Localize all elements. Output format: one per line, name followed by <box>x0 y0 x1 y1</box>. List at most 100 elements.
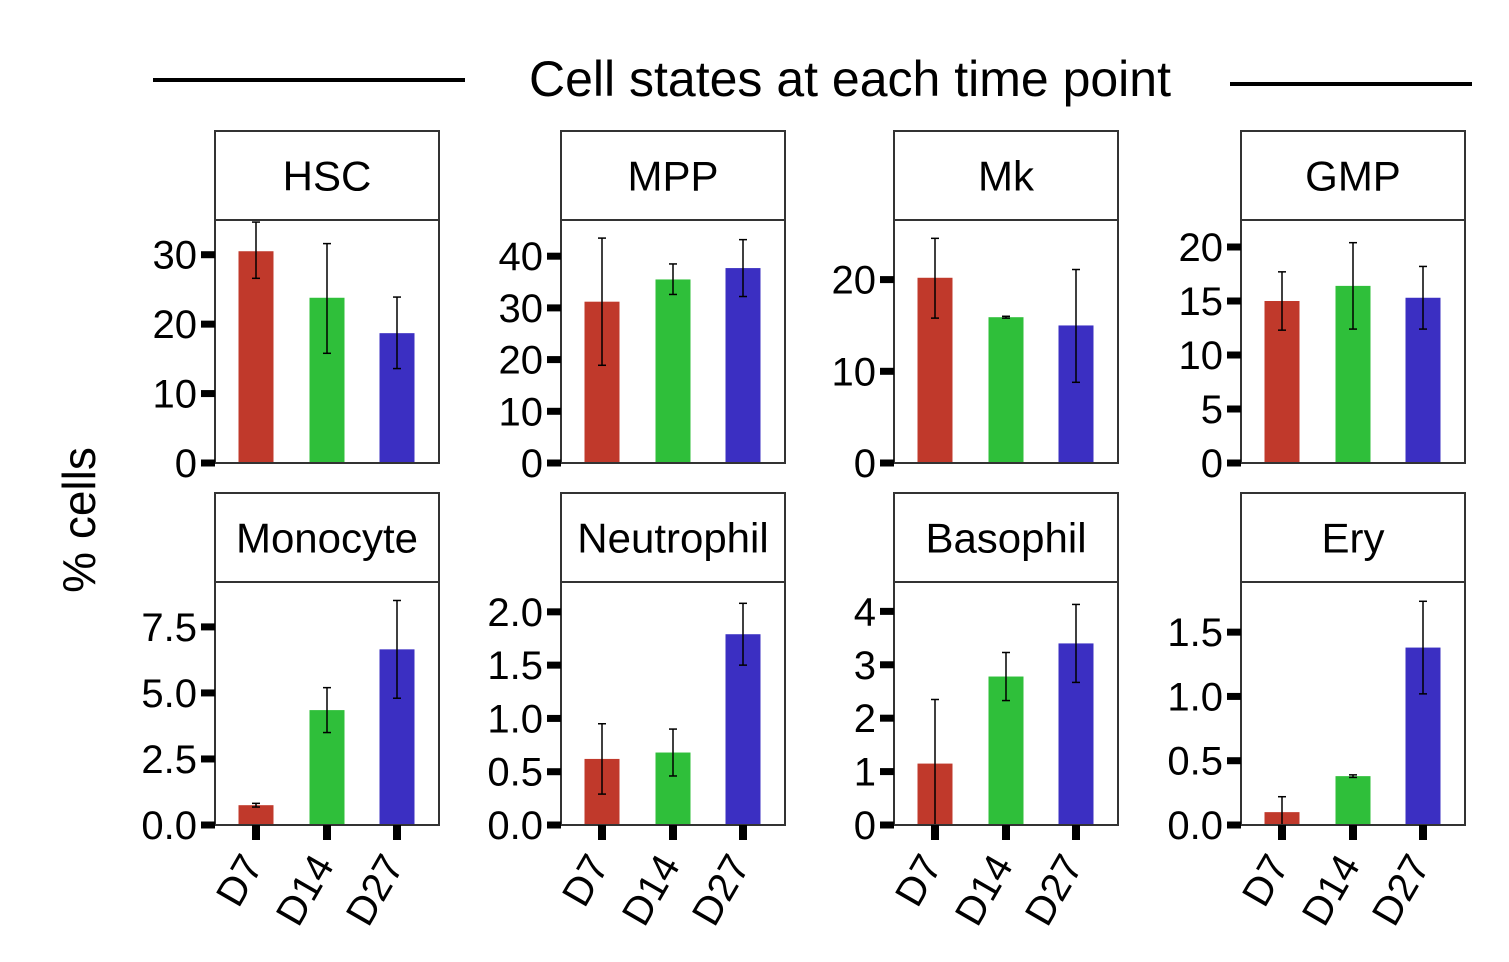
x-tick-monocyte-d7 <box>252 825 260 840</box>
panels: HSC0102030MPP010203040Mk01020GMP05101520… <box>141 130 1466 934</box>
panel-mk: Mk 0 10 20 <box>832 130 1119 486</box>
y-tick-label-mk-0: 0 <box>854 442 876 486</box>
y-tick-neutrophil-4 <box>547 608 561 616</box>
y-tick-label-neutrophil-0: 0.0 <box>487 804 543 848</box>
y-tick-monocyte-0 <box>201 821 215 829</box>
y-tick-gmp-3 <box>1227 297 1241 305</box>
strip-label-hsc: HSC <box>283 153 372 200</box>
x-tick-label-basophil-d14: D14 <box>947 848 1022 934</box>
strip-mpp <box>560 130 786 221</box>
y-tick-basophil-3 <box>880 661 894 669</box>
x-tick-label-monocyte-d14: D14 <box>268 848 343 934</box>
strip-label-ery: Ery <box>1322 515 1385 562</box>
errorbar-basophil-d27 <box>1072 603 1080 684</box>
y-tick-label-hsc-0: 0 <box>175 442 197 486</box>
errorbar-neutrophil-d14 <box>669 728 677 777</box>
y-tick-label-basophil-3: 3 <box>854 644 876 688</box>
x-tick-label-neutrophil-d14: D14 <box>614 848 689 934</box>
errorbar-basophil-d14 <box>1002 651 1010 702</box>
strip-label-basophil: Basophil <box>925 515 1086 562</box>
y-tick-label-basophil-1: 1 <box>854 751 876 795</box>
strip-ery <box>1240 492 1466 583</box>
errorbar-monocyte-d27 <box>393 599 401 699</box>
y-tick-ery-1 <box>1227 757 1241 765</box>
y-tick-neutrophil-0 <box>547 821 561 829</box>
errorbar-gmp-d7 <box>1278 271 1286 331</box>
panel-gmp: GMP 0 5 10 15 20 <box>1179 130 1466 486</box>
y-tick-label-basophil-0: 0 <box>854 804 876 848</box>
errorbar-mk-d7 <box>931 237 939 319</box>
x-tick-basophil-d7 <box>931 825 939 840</box>
chart-title-group: Cell states at each time point <box>153 51 1472 107</box>
x-tick-neutrophil-d14 <box>669 825 677 840</box>
y-tick-hsc-0 <box>201 459 215 467</box>
x-tick-label-basophil-d27: D27 <box>1017 848 1092 934</box>
y-tick-label-neutrophil-1: 0.5 <box>487 751 543 795</box>
y-tick-gmp-1 <box>1227 405 1241 413</box>
y-tick-gmp-2 <box>1227 351 1241 359</box>
x-tick-ery-d14 <box>1349 825 1357 840</box>
strip-label-gmp: GMP <box>1305 153 1401 200</box>
strip-label-mpp: MPP <box>627 153 718 200</box>
y-tick-label-mk-1: 10 <box>832 350 877 394</box>
y-tick-label-gmp-1: 5 <box>1201 388 1223 432</box>
errorbar-hsc-d14 <box>323 242 331 355</box>
y-tick-label-ery-3: 1.5 <box>1167 611 1223 655</box>
strip-hsc <box>214 130 440 221</box>
x-tick-label-ery-d27: D27 <box>1364 848 1439 934</box>
y-tick-label-basophil-2: 2 <box>854 697 876 741</box>
y-tick-monocyte-2 <box>201 689 215 697</box>
x-tick-monocyte-d14 <box>323 825 331 840</box>
y-tick-label-monocyte-3: 7.5 <box>141 606 197 650</box>
y-tick-label-mpp-3: 30 <box>499 287 544 331</box>
x-tick-ery-d7 <box>1278 825 1286 840</box>
panel-mpp: MPP 0 10 20 30 40 <box>499 130 786 486</box>
y-tick-label-neutrophil-4: 2.0 <box>487 591 543 635</box>
strip-label-neutrophil: Neutrophil <box>577 515 768 562</box>
y-tick-label-gmp-2: 10 <box>1179 334 1224 378</box>
strip-label-mk: Mk <box>978 153 1035 200</box>
bar-mpp-d14 <box>655 279 691 463</box>
strip-basophil <box>893 492 1119 583</box>
chart-title: Cell states at each time point <box>529 51 1171 107</box>
y-axis-label: % cells <box>53 447 105 593</box>
y-tick-mk-2 <box>880 276 894 284</box>
errorbar-gmp-d14 <box>1349 241 1357 330</box>
y-tick-label-mpp-0: 0 <box>521 442 543 486</box>
errorbar-mk-d27 <box>1072 268 1080 384</box>
x-tick-label-ery-d14: D14 <box>1294 848 1369 934</box>
y-tick-basophil-2 <box>880 714 894 722</box>
y-tick-basophil-0 <box>880 821 894 829</box>
plot-area-mk <box>893 219 1119 464</box>
x-tick-basophil-d14 <box>1002 825 1010 840</box>
x-tick-label-neutrophil-d7: D7 <box>554 848 618 914</box>
y-tick-label-gmp-4: 20 <box>1179 226 1224 270</box>
y-tick-label-hsc-1: 10 <box>153 373 198 417</box>
y-tick-label-neutrophil-2: 1.0 <box>487 697 543 741</box>
errorbar-hsc-d27 <box>393 296 401 370</box>
panel-hsc: HSC 0 10 20 30 <box>153 130 440 486</box>
strip-mk <box>893 130 1119 221</box>
y-tick-label-monocyte-1: 2.5 <box>141 738 197 782</box>
y-tick-mk-1 <box>880 367 894 375</box>
y-tick-mpp-4 <box>547 252 561 260</box>
y-tick-mpp-0 <box>547 459 561 467</box>
x-tick-neutrophil-d27 <box>739 825 747 840</box>
y-tick-label-hsc-2: 20 <box>153 303 198 347</box>
x-tick-label-monocyte-d27: D27 <box>338 848 413 934</box>
y-tick-monocyte-3 <box>201 623 215 631</box>
x-tick-label-neutrophil-d27: D27 <box>684 848 759 934</box>
y-tick-mpp-3 <box>547 304 561 312</box>
y-tick-ery-0 <box>1227 821 1241 829</box>
y-tick-mpp-2 <box>547 356 561 364</box>
x-tick-neutrophil-d7 <box>598 825 606 840</box>
y-tick-hsc-1 <box>201 390 215 398</box>
y-tick-gmp-0 <box>1227 459 1241 467</box>
plot-area-hsc <box>214 219 440 464</box>
errorbar-monocyte-d14 <box>323 686 331 734</box>
errorbar-neutrophil-d7 <box>598 723 606 795</box>
y-tick-neutrophil-1 <box>547 768 561 776</box>
y-tick-label-mk-2: 20 <box>832 259 877 303</box>
